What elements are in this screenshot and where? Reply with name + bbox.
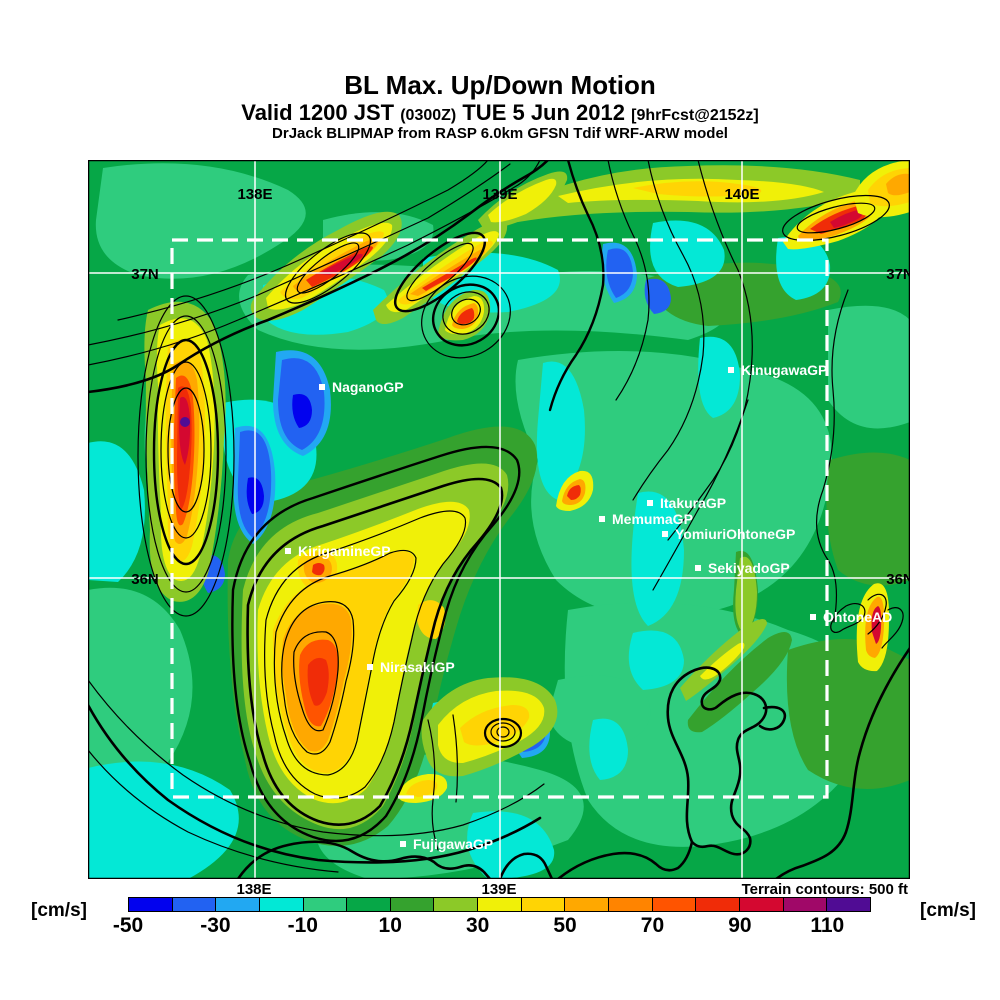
latitude-label: 36N [131,571,159,588]
station-markers: NaganoGP KinugawaGP ItakuraGPMemumaGPYomiu… [285,362,892,852]
longitude-label: 139E [482,186,517,203]
colorbar-segment [738,898,783,911]
map-border [88,160,910,879]
colorbar-segment [215,898,259,911]
colorbar-segment [477,898,521,911]
latitude-label: 36N [886,571,910,588]
map-canvas: 138E 139E 140E 37N 37N 36N 36N NaganoGP Kinuga… [88,160,910,879]
valid-time-line: Valid 1200 JST (0300Z) TUE 5 Jun 2012 [9… [0,100,1000,126]
station-dot [810,614,816,620]
colorbar-segment [520,898,565,911]
station-dot [400,841,406,847]
terrain-contour-lines [88,160,904,873]
station-dot [367,664,373,670]
station-dot [647,500,653,506]
station-dot [695,565,701,571]
forecast-cycle: [9hrFcst@2152z] [631,107,759,124]
station-dot [662,531,668,537]
colorbar-unit-right: [cm/s] [920,900,976,921]
colorbar-tick-label: 70 [640,914,665,937]
colorbar-segment [826,898,870,911]
colorbar-segment [171,898,216,911]
station-dot [728,367,734,373]
colorbar-segment [695,898,739,911]
latitude-label: 37N [886,266,910,283]
station-dot [285,548,291,554]
colorbar-segment [608,898,652,911]
colorbar-tick-label: 90 [728,914,752,937]
station-dot [319,384,325,390]
longitude-label-bottom: 138E [236,881,272,898]
coastline [236,646,910,879]
colorbar-segment [129,898,172,911]
colorbar-tick-label: -50 [112,914,144,937]
station-label: ItakuraGP [660,495,726,511]
colorbar-tick-label: 30 [465,914,490,937]
longitude-labels-top: 138E 139E 140E [237,186,759,203]
colorbar-tick-label: 50 [553,914,577,937]
latitude-label: 37N [131,266,159,283]
colorbar-segment [782,898,827,911]
model-info-line: DrJack BLIPMAP from RASP 6.0km GFSN Tdif… [272,125,728,142]
colorbar-segment [651,898,696,911]
station-label: SekiyadoGP [708,560,790,576]
forecast-map: 138E 139E 140E 37N 37N 36N 36N NaganoGP Kinuga… [88,160,910,879]
colorbar-segment [302,898,347,911]
valid-main-2: TUE 5 Jun 2012 [456,100,632,125]
station-label: FujigawaGP [413,836,493,852]
station-label: NaganoGP [332,379,404,395]
colorbar-segment [433,898,478,911]
colorbar-tick-label: -10 [287,914,318,937]
valid-main-1: Valid 1200 JST [241,100,401,125]
model-domain-dashed-box [170,238,829,799]
colorbar [128,897,871,912]
page-title: BL Max. Up/Down Motion [344,70,656,100]
latitude-labels: 37N 37N 36N 36N [131,266,910,588]
colorbar-unit-left: [cm/s] [31,900,87,921]
colorbar-segment [389,898,434,911]
colorbar-tick-labels: -50 -30 -10 10 30 50 70 90 110 [113,914,871,940]
colorbar-segment [564,898,609,911]
station-label: MemumaGP [612,511,693,527]
longitude-label-bottom: 139E [481,881,517,898]
colorbar-segment [258,898,303,911]
terrain-contour-note: Terrain contours: 500 ft [741,881,908,898]
colorbar-tick-label: 110 [810,914,845,937]
graticule-lines [88,160,910,879]
station-label: KinugawaGP [741,362,827,378]
station-dot [599,516,605,522]
station-label: KirigamineGP [298,543,391,559]
colorbar-tick-label: 10 [378,914,402,937]
valid-zulu: (0300Z) [400,107,457,124]
station-label: NirasakiGP [380,659,455,675]
colorbar-segment [346,898,390,911]
longitude-labels-bottom: 138E 139E [0,881,1000,899]
colorbar-tick-label: -30 [200,914,231,937]
longitude-label: 140E [724,186,759,203]
station-label: OhtoneAD [823,609,892,625]
station-label: YomiuriOhtoneGP [675,526,795,542]
longitude-label: 138E [237,186,272,203]
